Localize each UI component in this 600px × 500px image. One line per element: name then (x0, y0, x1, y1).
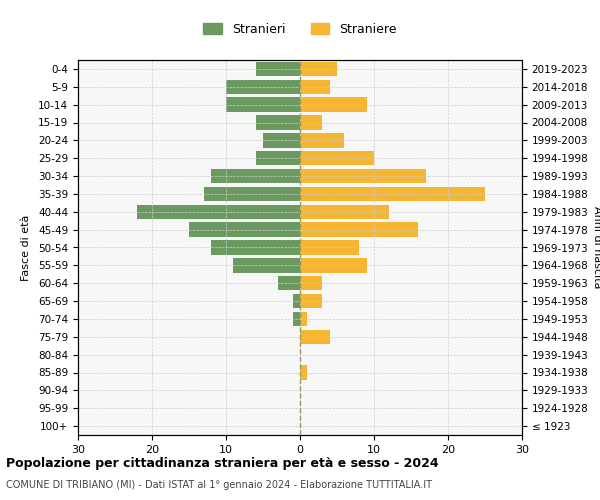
Bar (293, 294, 300, 308)
Bar (300, 312, 307, 326)
Bar (300, 116, 322, 130)
Bar (278, 276, 300, 290)
Bar (293, 312, 300, 326)
Bar (300, 204, 389, 219)
Bar (256, 116, 300, 130)
Bar (263, 133, 300, 148)
Y-axis label: Anni di nascita: Anni di nascita (592, 206, 600, 289)
Bar (300, 151, 374, 166)
Text: Popolazione per cittadinanza straniera per età e sesso - 2024: Popolazione per cittadinanza straniera p… (6, 458, 439, 470)
Bar (300, 222, 418, 237)
Bar (300, 366, 307, 380)
Bar (189, 222, 300, 237)
Bar (256, 62, 300, 76)
Bar (204, 187, 300, 201)
Bar (211, 240, 300, 254)
Bar (233, 258, 300, 272)
Bar (211, 169, 300, 183)
Bar (300, 187, 485, 201)
Bar (300, 294, 322, 308)
Bar (300, 276, 322, 290)
Bar (300, 258, 367, 272)
Text: COMUNE DI TRIBIANO (MI) - Dati ISTAT al 1° gennaio 2024 - Elaborazione TUTTITALI: COMUNE DI TRIBIANO (MI) - Dati ISTAT al … (6, 480, 432, 490)
Bar (226, 98, 300, 112)
Y-axis label: Fasce di età: Fasce di età (21, 214, 31, 280)
Bar (137, 204, 300, 219)
Bar (300, 80, 329, 94)
Bar (300, 169, 426, 183)
Bar (300, 133, 344, 148)
Bar (226, 80, 300, 94)
Bar (300, 330, 329, 344)
Bar (256, 151, 300, 166)
Legend: Stranieri, Straniere: Stranieri, Straniere (198, 18, 402, 40)
Bar (300, 62, 337, 76)
Bar (300, 240, 359, 254)
Bar (300, 98, 367, 112)
